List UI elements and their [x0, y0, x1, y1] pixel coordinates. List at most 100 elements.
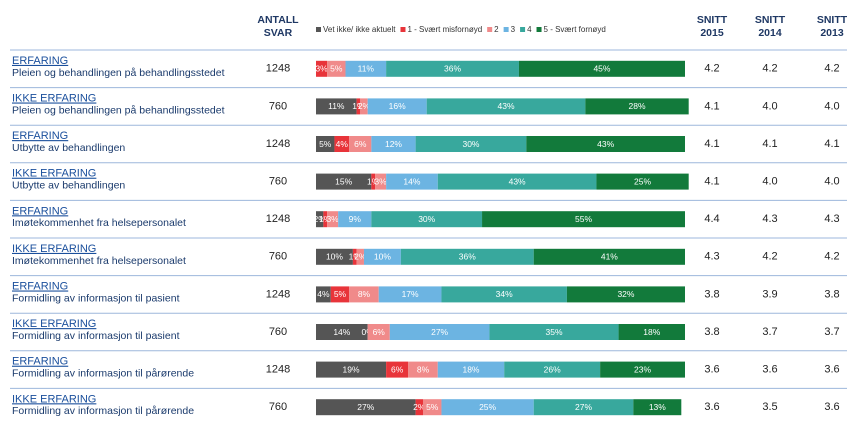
snitt-value: 4.2: [824, 251, 839, 263]
segment-label: 43%: [597, 139, 614, 149]
segment-label: 13%: [649, 402, 666, 412]
legend-swatch: [316, 27, 321, 32]
bar-segment: [327, 60, 346, 77]
legend-swatch: [487, 27, 493, 32]
snitt-value: 3.6: [704, 364, 719, 376]
row-label: Formidling av informasjon til pårørende: [12, 405, 194, 417]
count: 1248: [266, 288, 290, 300]
group-link[interactable]: ERFARING: [12, 55, 68, 67]
bar-segment: [316, 173, 372, 190]
segment-label: 27%: [575, 402, 592, 412]
bar-segment: [386, 60, 519, 77]
bar-segment: [415, 136, 527, 152]
count: 760: [269, 100, 287, 112]
segment-label: 3%: [315, 64, 328, 74]
segment-label: 36%: [444, 64, 461, 74]
segment-label: 3%: [374, 176, 387, 186]
segment-label: 5%: [334, 289, 347, 299]
column-header: SNITT: [755, 14, 786, 26]
segment-label: 6%: [391, 364, 404, 374]
bar-segment: [386, 361, 409, 378]
segment-label: 8%: [417, 364, 430, 374]
row-label: Utbytte av behandlingen: [12, 180, 125, 192]
snitt-value: 4.2: [762, 251, 777, 263]
segment-label: 5%: [319, 139, 332, 149]
snitt-value: 3.6: [704, 401, 719, 413]
group-link[interactable]: IKKE ERFARING: [12, 318, 96, 330]
group-link[interactable]: IKKE ERFARING: [12, 393, 96, 405]
bar-segment: [526, 136, 685, 152]
segment-label: 14%: [403, 176, 420, 186]
segment-label: 6%: [354, 139, 367, 149]
bar-segment: [316, 324, 368, 340]
group-link[interactable]: IKKE ERFARING: [12, 93, 96, 105]
bar-segment: [482, 211, 685, 228]
bar-segment: [389, 324, 490, 340]
legend-label: 2: [494, 25, 499, 34]
count: 760: [269, 176, 287, 188]
segment-label: 2%: [358, 101, 371, 111]
snitt-value: 4.0: [824, 100, 839, 112]
bar-segment: [533, 399, 634, 416]
segment-label: 5%: [426, 402, 439, 412]
group-link[interactable]: ERFARING: [12, 356, 68, 368]
bar-segment: [378, 286, 442, 303]
segment-label: 25%: [634, 176, 651, 186]
snitt-value: 4.1: [704, 100, 719, 112]
legend-label: 1 - Svært misfornøyd: [407, 25, 482, 34]
group-link[interactable]: ERFARING: [12, 281, 68, 293]
segment-label: 11%: [328, 101, 345, 111]
group-link[interactable]: IKKE ERFARING: [12, 168, 96, 180]
group-link[interactable]: ERFARING: [12, 205, 68, 217]
snitt-value: 3.5: [762, 401, 777, 413]
segment-label: 27%: [431, 327, 448, 337]
snitt-value: 3.8: [704, 288, 719, 300]
snitt-value: 3.8: [824, 288, 839, 300]
bar-segment: [349, 286, 379, 303]
bar-segment: [316, 248, 353, 265]
segment-label: 2%: [413, 402, 426, 412]
segment-label: 32%: [617, 289, 634, 299]
snitt-value: 4.3: [824, 213, 839, 225]
segment-label: 10%: [326, 252, 343, 262]
row-label: Utbytte av behandlingen: [12, 142, 125, 154]
snitt-value: 4.1: [704, 138, 719, 150]
group-link[interactable]: IKKE ERFARING: [12, 243, 96, 255]
segment-label: 6%: [373, 327, 386, 337]
bar-segment: [316, 98, 357, 115]
segment-label: 2%: [314, 214, 327, 224]
snitt-value: 3.7: [762, 326, 777, 338]
bar-segment: [585, 98, 689, 115]
segment-label: 4%: [317, 289, 330, 299]
bar-segment: [323, 211, 328, 228]
legend-swatch: [520, 27, 526, 32]
bar-segment: [334, 136, 350, 152]
column-header: 2013: [820, 27, 844, 39]
legend-swatch: [503, 27, 509, 32]
bar-segment: [356, 98, 361, 115]
snitt-value: 4.0: [824, 176, 839, 188]
snitt-value: 4.1: [762, 138, 777, 150]
snitt-value: 3.6: [824, 401, 839, 413]
bar-segment: [371, 136, 416, 152]
bar-segment: [375, 173, 387, 190]
bar-segment: [363, 248, 401, 265]
segment-label: 1%: [367, 176, 380, 186]
segment-label: 10%: [374, 252, 391, 262]
segment-label: 4%: [336, 139, 349, 149]
bar-segment: [316, 60, 328, 77]
segment-label: 27%: [357, 402, 374, 412]
snitt-value: 4.0: [762, 100, 777, 112]
bar-segment: [600, 361, 685, 378]
legend-swatch: [536, 27, 542, 32]
bar-segment: [566, 286, 685, 303]
bar-segment: [338, 211, 372, 228]
bar-segment: [426, 98, 586, 115]
segment-label: 15%: [335, 176, 352, 186]
group-link[interactable]: ERFARING: [12, 130, 68, 142]
column-header: SNITT: [817, 14, 847, 26]
bar-segment: [633, 399, 682, 416]
segment-label: 36%: [459, 252, 476, 262]
bar-segment: [533, 248, 685, 265]
segment-label: 2%: [354, 252, 367, 262]
